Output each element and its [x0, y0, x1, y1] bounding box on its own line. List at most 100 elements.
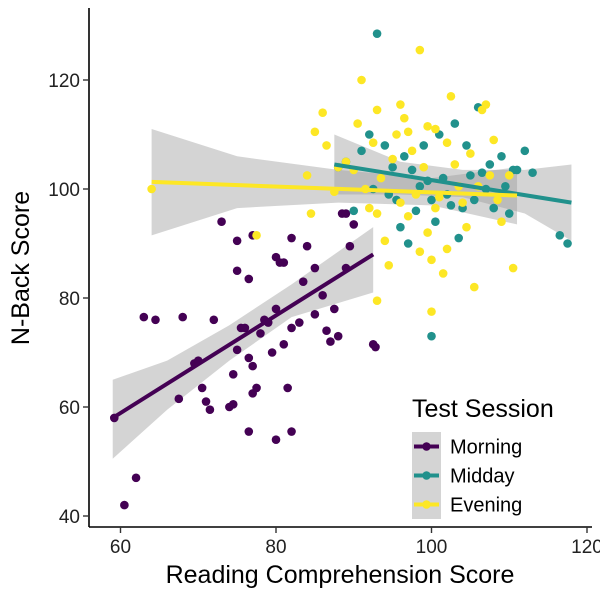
- data-point-midday: [419, 141, 429, 150]
- data-point-evening: [403, 211, 413, 221]
- data-point-evening: [419, 162, 429, 172]
- data-point-morning: [174, 394, 184, 404]
- data-point-morning: [333, 331, 343, 341]
- data-point-morning: [267, 348, 277, 357]
- x-tick-label: 80: [265, 537, 286, 558]
- data-point-evening: [380, 236, 390, 246]
- data-point-morning: [240, 323, 250, 333]
- data-point-morning: [287, 323, 296, 333]
- data-point-morning: [178, 312, 187, 322]
- data-point-evening: [431, 203, 440, 213]
- data-point-evening: [446, 92, 456, 101]
- data-point-morning: [341, 209, 351, 218]
- data-point-midday: [388, 162, 397, 172]
- data-point-morning: [209, 315, 219, 325]
- data-point-evening: [489, 135, 499, 145]
- data-point-morning: [279, 340, 289, 349]
- data-point-midday: [357, 146, 366, 156]
- data-point-evening: [357, 75, 366, 85]
- legend-label-morning: Morning: [450, 437, 522, 459]
- data-point-morning: [345, 241, 355, 251]
- x-ticks: 60 80 100 120: [110, 527, 600, 558]
- data-point-evening: [415, 45, 425, 55]
- legend-key-point: [422, 442, 431, 451]
- data-point-morning: [244, 353, 254, 363]
- data-point-morning: [205, 405, 215, 415]
- data-point-evening: [438, 269, 448, 278]
- data-point-evening: [318, 108, 327, 117]
- data-point-midday: [446, 201, 456, 210]
- data-point-evening: [388, 154, 397, 164]
- data-point-evening: [431, 124, 440, 134]
- y-axis-title: N-Back Score: [7, 191, 35, 345]
- y-tick-label: 40: [59, 507, 80, 528]
- data-point-morning: [330, 304, 339, 314]
- data-point-midday: [407, 165, 417, 175]
- data-point-morning: [120, 500, 129, 510]
- data-point-evening: [469, 282, 479, 292]
- data-point-morning: [283, 383, 292, 393]
- data-point-evening: [396, 100, 405, 109]
- data-point-evening: [403, 127, 413, 137]
- data-point-morning: [151, 315, 160, 325]
- data-point-midday: [520, 146, 530, 156]
- data-point-morning: [310, 310, 320, 319]
- data-point-evening: [407, 146, 417, 156]
- legend: Test Session Morning Midday Evening: [412, 395, 554, 519]
- data-points: [109, 29, 572, 510]
- data-point-midday: [497, 152, 506, 161]
- data-point-midday: [427, 195, 436, 205]
- data-point-midday: [485, 160, 495, 169]
- y-tick-label: 60: [59, 398, 80, 419]
- fit-line-evening: [151, 179, 518, 198]
- legend-key-point: [422, 500, 431, 509]
- data-point-morning: [217, 217, 226, 226]
- data-point-evening: [485, 171, 495, 180]
- data-point-evening: [384, 261, 394, 270]
- data-point-morning: [232, 266, 242, 276]
- data-point-evening: [466, 149, 475, 158]
- fit-line-morning: [111, 252, 375, 420]
- data-point-morning: [197, 383, 207, 393]
- data-point-evening: [372, 296, 382, 306]
- y-tick-label: 120: [48, 71, 80, 92]
- data-point-morning: [252, 383, 261, 393]
- data-point-morning: [228, 399, 238, 409]
- data-point-midday: [466, 171, 475, 180]
- legend-label-midday: Midday: [450, 466, 514, 488]
- data-point-evening: [458, 198, 467, 207]
- legend-key-point: [422, 471, 431, 480]
- data-point-morning: [256, 329, 265, 338]
- data-point-morning: [298, 277, 308, 286]
- x-tick-label: 120: [571, 537, 600, 558]
- data-point-evening: [392, 130, 401, 139]
- data-point-evening: [322, 141, 331, 150]
- legend-label-evening: Evening: [450, 495, 522, 517]
- data-point-evening: [450, 160, 460, 169]
- data-point-morning: [232, 236, 242, 246]
- data-point-evening: [415, 247, 425, 256]
- data-point-morning: [279, 258, 289, 267]
- data-point-evening: [302, 171, 312, 180]
- data-point-morning: [244, 427, 254, 436]
- data-point-evening: [252, 231, 261, 240]
- data-point-midday: [501, 181, 510, 191]
- data-point-morning: [228, 370, 238, 379]
- data-point-midday: [563, 239, 572, 248]
- data-point-morning: [287, 427, 296, 436]
- data-point-morning: [295, 318, 304, 327]
- data-point-evening: [365, 203, 374, 213]
- data-point-evening: [427, 255, 436, 265]
- data-point-evening: [462, 222, 471, 232]
- data-point-evening: [376, 173, 386, 183]
- data-point-evening: [423, 122, 432, 131]
- data-point-midday: [477, 168, 487, 177]
- data-point-midday: [528, 168, 537, 177]
- data-point-evening: [423, 228, 432, 237]
- data-point-midday: [489, 203, 499, 213]
- legend-keys: Morning Midday Evening: [412, 432, 522, 519]
- data-point-morning: [371, 342, 380, 352]
- data-point-morning: [248, 361, 257, 371]
- data-point-midday: [555, 231, 565, 240]
